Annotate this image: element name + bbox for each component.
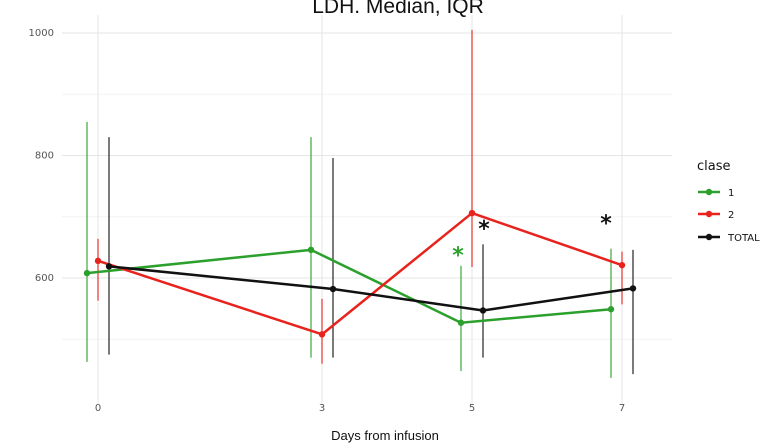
point-series-2 — [618, 261, 626, 269]
y-tick-label: 1000 — [29, 28, 54, 39]
significance-star: * — [478, 217, 490, 242]
point-series-2 — [468, 209, 476, 217]
x-tick-labels: 0 3 5 7 — [95, 403, 625, 414]
series-points — [83, 209, 637, 338]
annotations: * * * — [452, 212, 612, 269]
line-series-TOTAL — [108, 265, 634, 312]
point-series-1 — [607, 306, 615, 313]
y-tick-label: 600 — [35, 273, 54, 284]
point-series-TOTAL — [329, 285, 337, 293]
chart-title: LDH. Median, IQR — [312, 0, 484, 18]
legend-key-point — [705, 188, 713, 196]
grid — [62, 15, 672, 405]
point-series-1 — [307, 246, 315, 254]
x-tick-label: 3 — [319, 403, 325, 414]
y-tick-labels: 600 800 1000 — [29, 28, 54, 284]
error-bars — [86, 29, 634, 378]
legend-title: clase — [697, 159, 731, 174]
point-series-2 — [318, 331, 326, 338]
x-tick-label: 7 — [619, 403, 625, 414]
point-series-TOTAL — [105, 263, 113, 270]
point-series-2 — [94, 257, 102, 265]
legend-label: 1 — [728, 188, 734, 199]
legend-key-point — [705, 233, 713, 241]
legend-key-point — [705, 210, 713, 218]
significance-star: * — [600, 212, 612, 237]
legend-label: 2 — [728, 210, 734, 221]
legend: clase 1 2 TOTAL — [697, 159, 760, 244]
significance-star: * — [452, 243, 464, 268]
legend-label: TOTAL — [727, 233, 760, 244]
series-lines — [86, 211, 634, 336]
x-axis-label: Days from infusion — [331, 428, 439, 443]
line-series-2 — [97, 211, 623, 336]
x-tick-label: 5 — [469, 403, 475, 414]
y-tick-label: 800 — [35, 151, 54, 162]
point-series-1 — [457, 319, 465, 326]
x-tick-label: 0 — [95, 403, 101, 414]
point-series-TOTAL — [479, 307, 487, 314]
point-series-TOTAL — [629, 285, 637, 292]
line-series-1 — [86, 248, 612, 324]
point-series-1 — [83, 269, 91, 277]
